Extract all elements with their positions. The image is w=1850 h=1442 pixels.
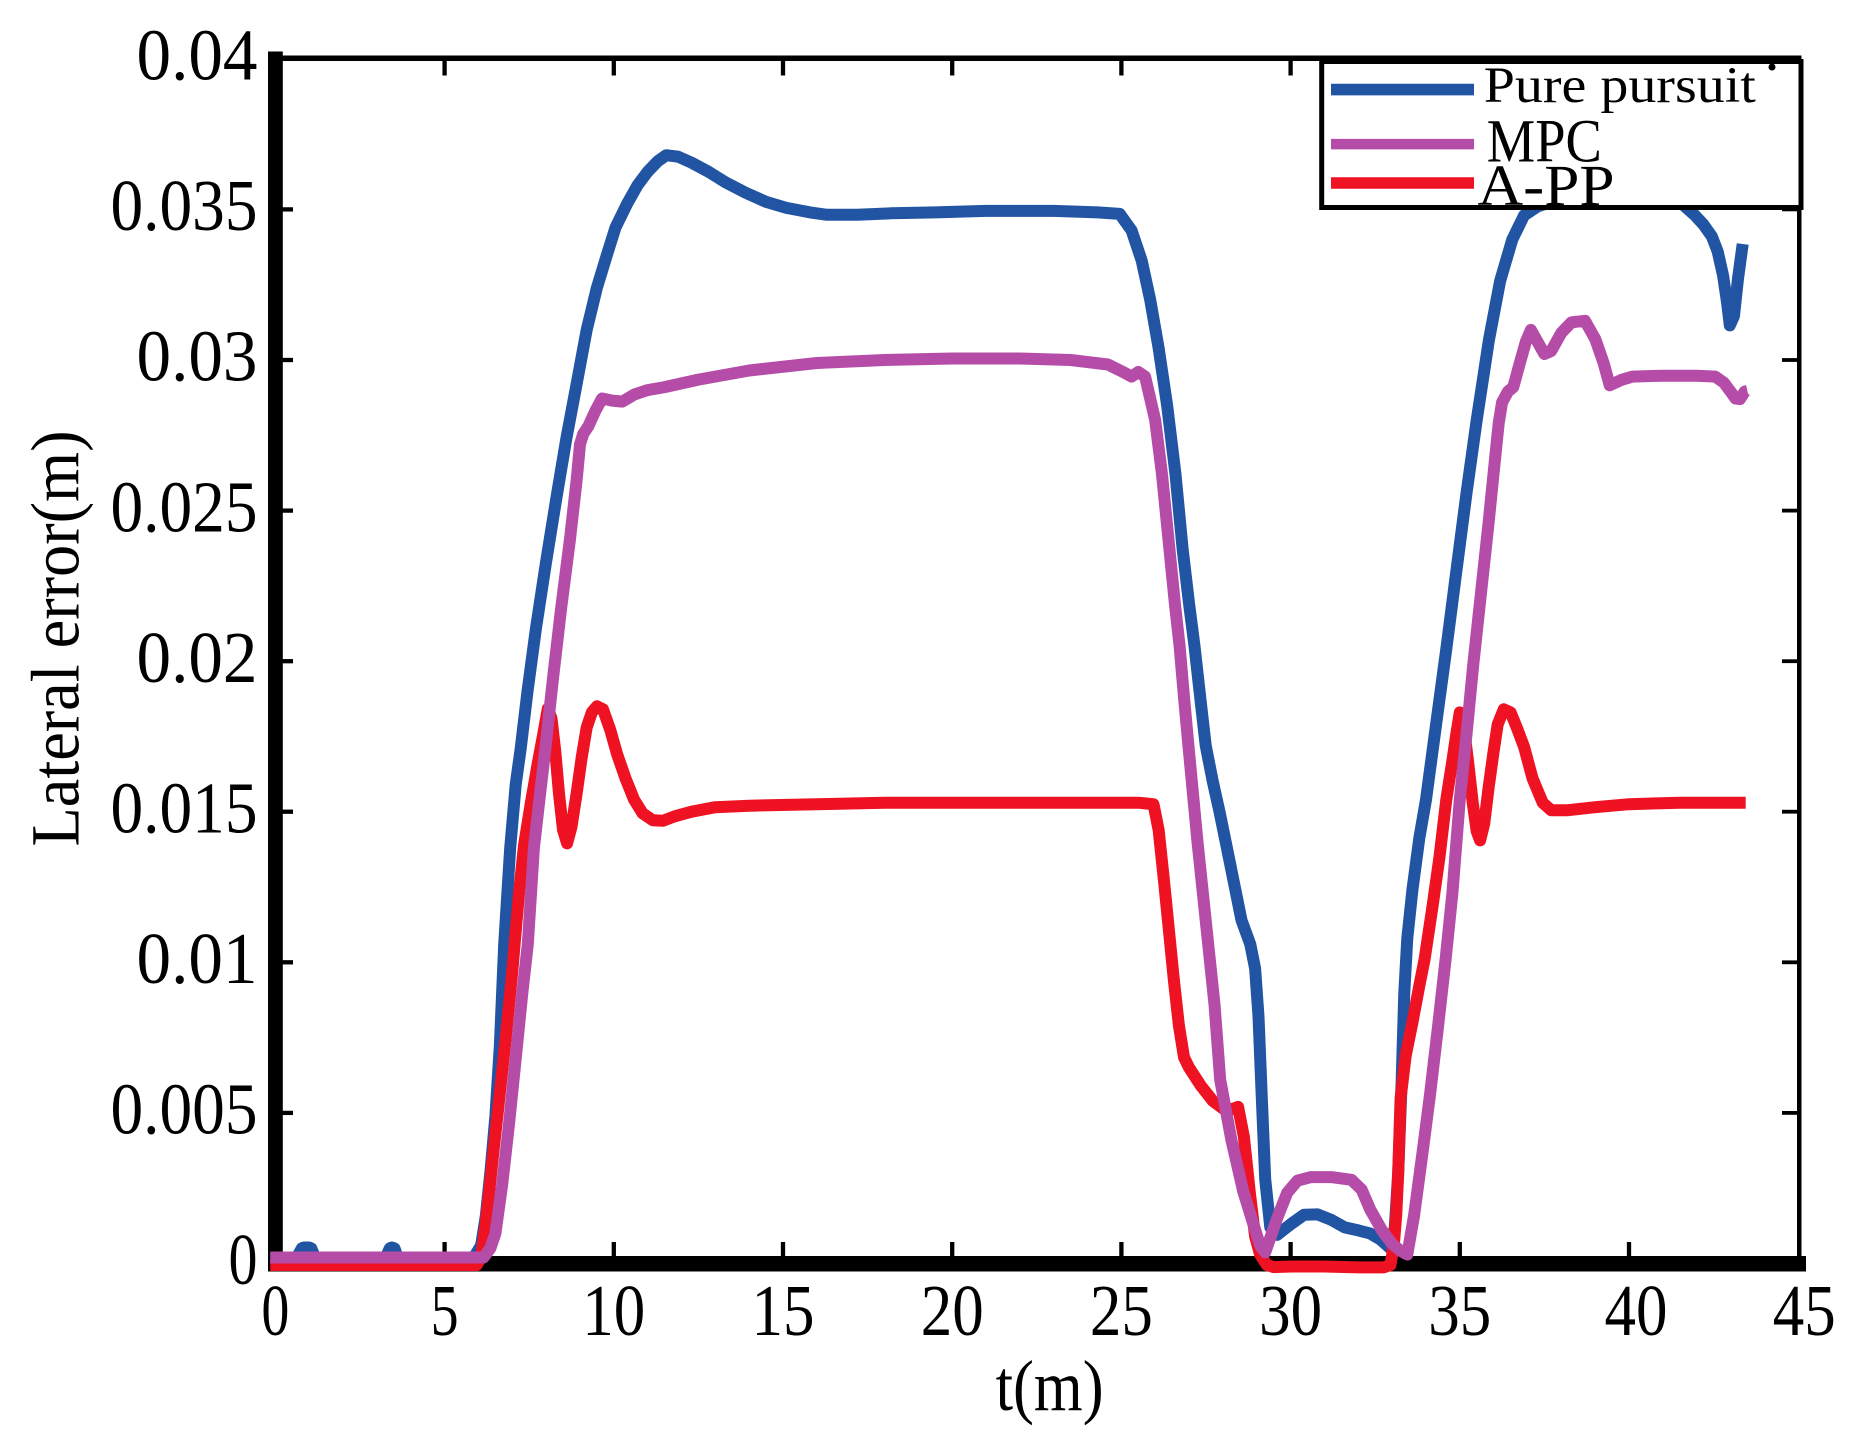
svg-text:Pure pursuit: Pure pursuit xyxy=(1484,58,1756,114)
svg-text:0.02: 0.02 xyxy=(137,617,258,698)
svg-text:35: 35 xyxy=(1428,1270,1491,1351)
svg-text:0.015: 0.015 xyxy=(111,767,258,848)
svg-text:Lateral error(m): Lateral error(m) xyxy=(18,431,94,847)
svg-text:0.035: 0.035 xyxy=(111,165,258,246)
svg-text:0.04: 0.04 xyxy=(137,15,258,96)
svg-text:5: 5 xyxy=(431,1270,459,1351)
svg-text:10: 10 xyxy=(582,1270,645,1351)
svg-text:t(m): t(m) xyxy=(996,1346,1104,1426)
svg-text:40: 40 xyxy=(1605,1270,1668,1351)
svg-text:30: 30 xyxy=(1259,1270,1322,1351)
svg-text:A-PP: A-PP xyxy=(1478,153,1615,218)
svg-text:0.03: 0.03 xyxy=(137,316,258,397)
svg-text:20: 20 xyxy=(921,1270,984,1351)
svg-text:15: 15 xyxy=(752,1270,815,1351)
svg-text:0.01: 0.01 xyxy=(137,918,258,999)
svg-text:45: 45 xyxy=(1773,1270,1836,1351)
svg-text:0.005: 0.005 xyxy=(111,1069,258,1150)
svg-text:25: 25 xyxy=(1090,1270,1153,1351)
svg-text:MPC: MPC xyxy=(1487,109,1602,176)
svg-text:0: 0 xyxy=(261,1270,289,1351)
svg-text:0.025: 0.025 xyxy=(111,466,258,547)
svg-text:0: 0 xyxy=(229,1219,258,1300)
